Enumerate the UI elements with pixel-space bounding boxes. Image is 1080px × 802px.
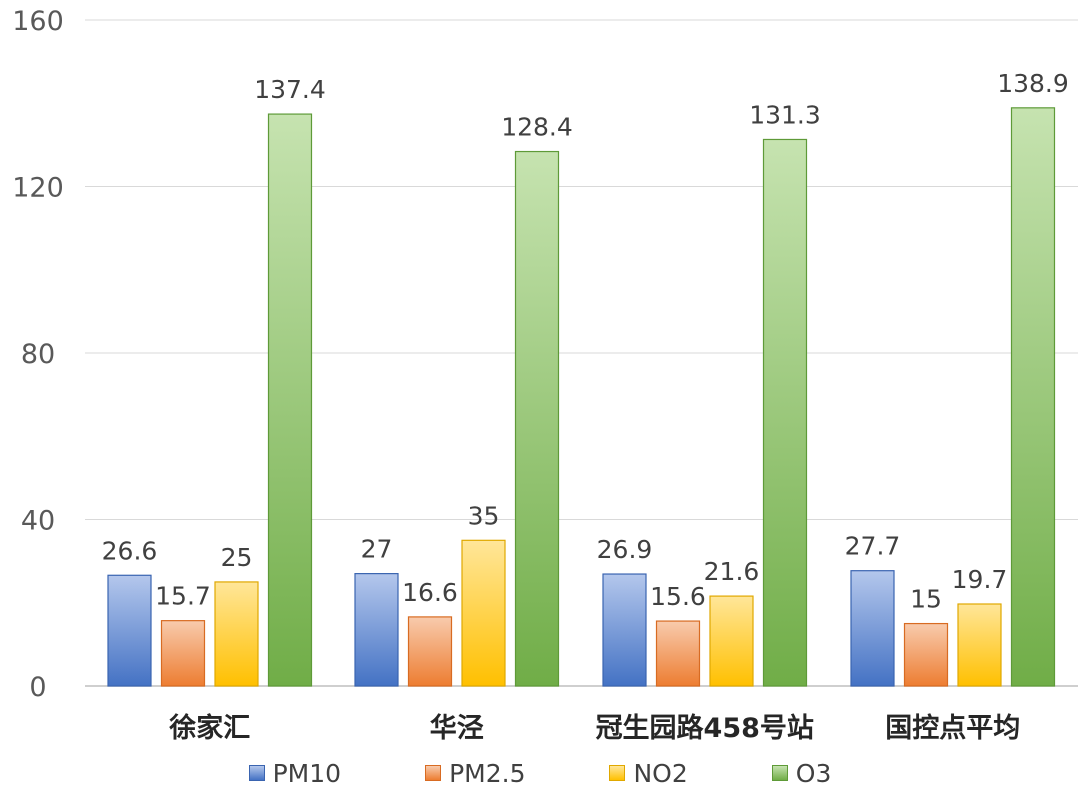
data-label: 15.7 <box>155 582 211 611</box>
bar <box>267 113 313 687</box>
data-label: 137.4 <box>254 75 326 104</box>
bar <box>762 138 808 687</box>
legend-swatch <box>425 765 442 781</box>
data-label: 26.9 <box>597 535 653 564</box>
legend-swatch <box>609 765 626 781</box>
bar <box>354 573 399 687</box>
data-label: 138.9 <box>997 69 1069 98</box>
data-label: 19.7 <box>952 565 1008 594</box>
category-label: 徐家汇 <box>168 712 250 744</box>
category-label: 国控点平均 <box>885 713 1020 744</box>
legend-label: NO2 <box>633 758 688 788</box>
legend-label: PM2.5 <box>449 758 526 788</box>
data-label: 131.3 <box>749 100 821 129</box>
bar <box>655 620 701 687</box>
legend-item: PM2.5 <box>425 759 525 788</box>
data-label: 16.6 <box>402 578 458 607</box>
legend-swatch <box>248 765 265 781</box>
data-label: 21.6 <box>704 557 760 586</box>
bar <box>850 570 895 687</box>
y-tick-label: 40 <box>21 506 55 537</box>
data-label: 128.4 <box>501 113 573 142</box>
bar <box>957 603 1002 687</box>
bar <box>214 581 259 687</box>
data-label: 15 <box>910 585 942 614</box>
legend-swatch <box>771 765 788 781</box>
y-tick-label: 160 <box>12 6 64 37</box>
y-tick-label: 0 <box>29 672 46 703</box>
bar <box>709 595 754 687</box>
legend-label: PM10 <box>272 758 342 788</box>
bar <box>602 573 647 687</box>
data-label: 25 <box>221 543 253 572</box>
data-label: 15.6 <box>650 582 706 611</box>
bar <box>407 616 453 687</box>
data-label: 27 <box>361 535 393 564</box>
data-label: 26.6 <box>102 536 158 565</box>
bar <box>107 574 152 687</box>
data-label: 35 <box>468 501 500 530</box>
y-tick-label: 80 <box>21 339 55 370</box>
legend-item: NO2 <box>609 758 688 788</box>
legend-label: O3 <box>795 758 832 788</box>
bar <box>160 620 206 687</box>
legend-item: PM10 <box>248 758 342 788</box>
legend: PM10 PM2.5 NO2 O3 <box>0 756 1080 790</box>
bar <box>461 539 506 687</box>
bar <box>903 622 949 687</box>
bar <box>1010 107 1056 687</box>
category-label: 华泾 <box>430 712 484 744</box>
bar <box>514 150 560 687</box>
y-tick-label: 120 <box>12 173 64 204</box>
data-label: 27.7 <box>845 532 901 561</box>
legend-item: O3 <box>771 758 832 788</box>
category-label: 冠生园路458号站 <box>596 712 814 744</box>
